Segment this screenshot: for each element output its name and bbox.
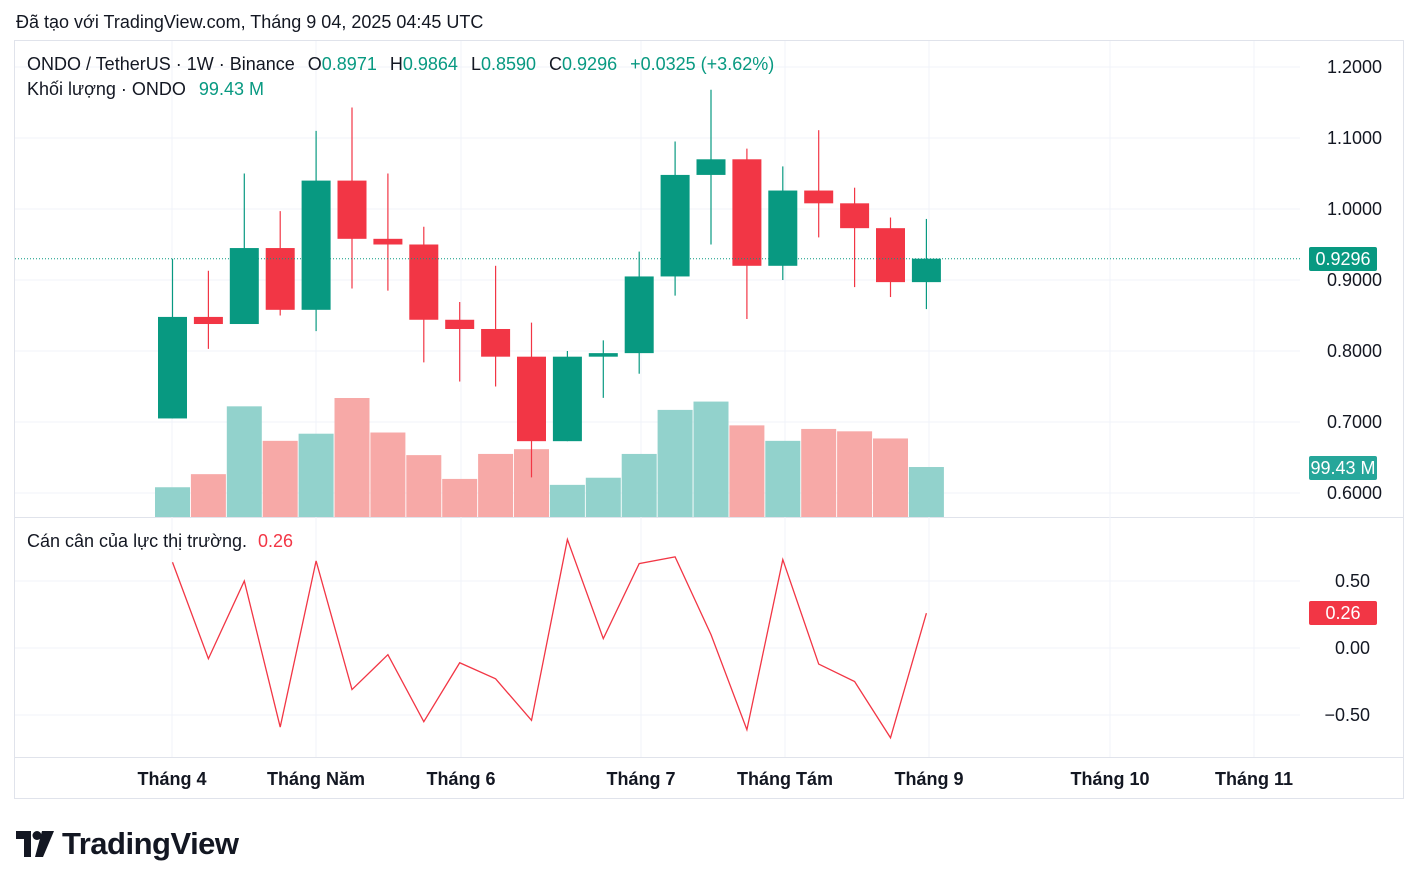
- candle-body: [265, 248, 295, 310]
- candle-body: [301, 180, 331, 310]
- indicator-tag: 0.26: [1309, 601, 1377, 625]
- indicator-label[interactable]: Cán cân của lực thị trường.: [27, 531, 247, 551]
- volume-bar: [262, 440, 298, 517]
- indicator-tick-label: 0.50: [1335, 571, 1370, 591]
- price-tick-label: 1.2000: [1327, 57, 1382, 77]
- indicator-line: [171, 537, 928, 740]
- candle-body: [911, 258, 941, 283]
- symbol-label[interactable]: ONDO / TetherUS · 1W · Binance: [27, 54, 295, 74]
- volume-bar: [657, 409, 693, 517]
- ohlc-legend: ONDO / TetherUS · 1W · Binance O0.8971 H…: [27, 54, 782, 75]
- candle-body: [409, 244, 439, 320]
- candle-body: [660, 174, 690, 277]
- volume-bar: [693, 401, 729, 517]
- price-tick-label: 0.7000: [1327, 412, 1382, 432]
- time-tick-label: Tháng Tám: [737, 769, 833, 789]
- candle-body: [481, 328, 511, 357]
- volume-bar: [873, 438, 908, 517]
- candle-body: [229, 248, 259, 325]
- candle-body: [768, 190, 798, 266]
- volume-bar: [801, 428, 837, 517]
- candle-body: [158, 316, 187, 419]
- volume-bar: [334, 398, 370, 517]
- tradingview-logo[interactable]: TradingView: [16, 826, 239, 862]
- volume-bar: [908, 467, 944, 517]
- volume-bar: [190, 474, 226, 517]
- volume-legend: Khối lượng · ONDO 99.43 M: [27, 79, 272, 100]
- time-tick-label: Tháng 6: [426, 769, 495, 789]
- price-axis: 1.2000 1.1000 1.0000 0.9000 0.8000 0.7000 0.60…: [1327, 57, 1382, 503]
- price-tick-label: 0.8000: [1327, 341, 1382, 361]
- high-value: 0.9864: [402, 54, 458, 74]
- balance-of-power-line: [171, 537, 928, 740]
- candle-body: [552, 356, 582, 442]
- volume-bar: [155, 487, 190, 517]
- candle-body: [445, 319, 475, 329]
- volume-bar: [478, 453, 514, 517]
- close-value: 0.9296: [562, 54, 618, 74]
- time-axis: Tháng 4 Tháng Năm Tháng 6 Tháng 7 Tháng Tám T…: [137, 769, 1293, 789]
- indicator-legend: Cán cân của lực thị trường. 0.26: [27, 531, 293, 552]
- change-value: +0.0325 (+3.62%): [630, 54, 775, 74]
- time-tick-label: Tháng 10: [1070, 769, 1149, 789]
- time-tick-label: Tháng 4: [137, 769, 206, 789]
- candle-body: [876, 228, 905, 283]
- price-tick-label: 1.0000: [1327, 199, 1382, 219]
- volume-bar: [837, 431, 873, 517]
- volume-label[interactable]: Khối lượng · ONDO: [27, 79, 186, 99]
- volume-bar: [549, 484, 585, 517]
- time-tick-label: Tháng 7: [606, 769, 675, 789]
- indicator-tick-label: −0.50: [1324, 705, 1370, 725]
- tradingview-logo-icon: [16, 831, 54, 857]
- grid-lines: [15, 41, 1404, 758]
- time-tick-label: Tháng 9: [894, 769, 963, 789]
- price-tick-label: 0.9000: [1327, 270, 1382, 290]
- volume-bars: [155, 398, 944, 517]
- candle-body: [624, 276, 654, 354]
- indicator-tick-label: 0.00: [1335, 638, 1370, 658]
- time-tick-label: Tháng 11: [1215, 769, 1293, 789]
- high-label: H: [389, 54, 403, 74]
- candle-body: [804, 190, 834, 204]
- indicator-axis: 0.50 0.00 −0.50: [1324, 571, 1370, 725]
- candle-body: [373, 238, 403, 245]
- volume-value: 99.43 M: [198, 79, 264, 99]
- volume-bar: [370, 432, 406, 517]
- open-value: 0.8971: [321, 54, 377, 74]
- candle-body: [840, 203, 870, 229]
- candle-body: [732, 159, 762, 266]
- volume-bar: [729, 425, 765, 517]
- volume-bar: [406, 455, 442, 517]
- volume-bar: [765, 440, 801, 517]
- low-value: 0.8590: [480, 54, 537, 74]
- candle-body: [588, 353, 618, 357]
- chart-caption: Đã tạo với TradingView.com, Tháng 9 04, …: [16, 12, 484, 32]
- volume-tag: 99.43 M: [1309, 456, 1377, 480]
- low-label: L: [470, 54, 481, 74]
- last-price-tag: 0.9296: [1309, 247, 1377, 271]
- volume-bar: [226, 406, 262, 517]
- volume-bar: [585, 477, 621, 517]
- volume-bar: [442, 478, 478, 517]
- indicator-value: 0.26: [258, 531, 294, 551]
- candle-body: [337, 180, 367, 239]
- volume-bar: [621, 453, 657, 517]
- price-tick-label: 1.1000: [1327, 128, 1382, 148]
- tradingview-logo-text: TradingView: [62, 826, 239, 861]
- candle-body: [193, 316, 223, 325]
- chart-frame[interactable]: [14, 40, 1404, 799]
- candle-body: [517, 356, 546, 442]
- volume-bar: [298, 433, 334, 517]
- price-tick-label: 0.6000: [1327, 483, 1382, 503]
- candles: [158, 89, 941, 478]
- open-label: O: [307, 54, 322, 74]
- time-tick-label: Tháng Năm: [267, 769, 365, 789]
- close-label: C: [549, 54, 563, 74]
- candle-body: [696, 159, 726, 175]
